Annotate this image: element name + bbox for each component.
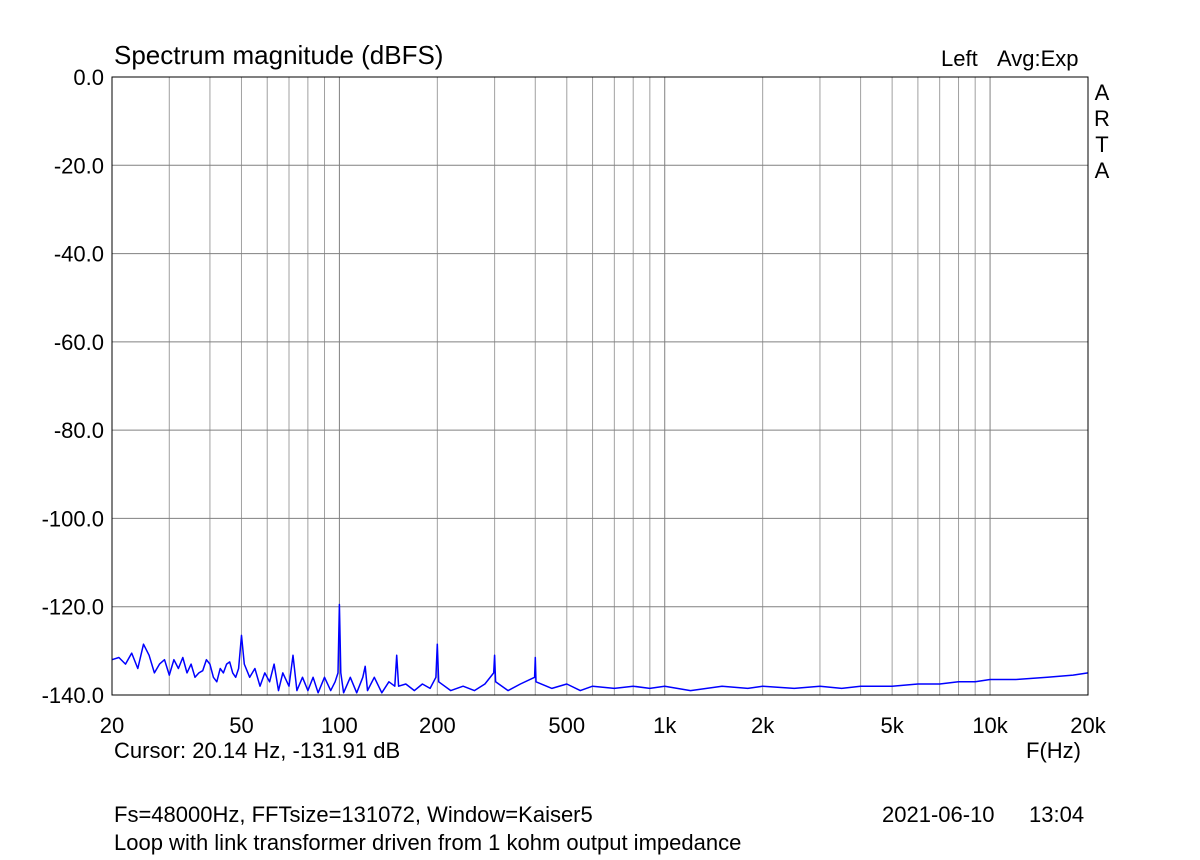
x-axis-label: F(Hz) xyxy=(1026,738,1081,763)
y-tick-label: -100.0 xyxy=(42,506,104,531)
measurement-date: 2021-06-10 xyxy=(882,802,995,827)
tick-labels: 20 50 100 200 500 1k 2k 5k 10k 20k 0.0 -20.0 -40.0 -6… xyxy=(42,65,1107,738)
x-tick-label: 10k xyxy=(972,713,1008,738)
spectrum-trace-line xyxy=(111,603,1089,694)
arta-letter: T xyxy=(1095,132,1109,157)
x-tick-label: 200 xyxy=(419,713,456,738)
x-tick-label: 5k xyxy=(881,713,905,738)
arta-letter: A xyxy=(1094,80,1110,105)
arta-letter: A xyxy=(1094,158,1110,183)
measurement-time: 13:04 xyxy=(1029,802,1085,827)
y-tick-label: -60.0 xyxy=(54,330,104,355)
y-tick-label: -20.0 xyxy=(54,153,104,178)
averaging-label: Avg:Exp xyxy=(997,46,1079,71)
y-tick-label: -140.0 xyxy=(42,683,104,708)
plot-grid xyxy=(112,77,1088,695)
x-tick-label: 500 xyxy=(548,713,585,738)
y-tick-label: -120.0 xyxy=(42,595,104,620)
cursor-readout: Cursor: 20.14 Hz, -131.91 dB xyxy=(114,738,401,763)
plot-frame xyxy=(111,76,1089,696)
y-tick-label: -80.0 xyxy=(54,418,104,443)
chart-title: Spectrum magnitude (dBFS) xyxy=(114,40,444,70)
x-tick-label: 20 xyxy=(100,713,124,738)
x-tick-label: 20k xyxy=(1070,713,1106,738)
measurement-description: Loop with link transformer driven from 1… xyxy=(114,830,742,855)
trace-layer xyxy=(111,603,1089,694)
measurement-params: Fs=48000Hz, FFTsize=131072, Window=Kaise… xyxy=(114,802,593,827)
y-tick-label: -40.0 xyxy=(54,242,104,267)
x-tick-label: 50 xyxy=(229,713,253,738)
arta-brand: A R T A xyxy=(1092,80,1112,184)
x-tick-label: 1k xyxy=(653,713,677,738)
y-tick-label: 0.0 xyxy=(73,65,104,90)
x-tick-label: 100 xyxy=(321,713,358,738)
arta-letter: R xyxy=(1094,106,1110,131)
x-tick-label: 2k xyxy=(751,713,775,738)
channel-label: Left xyxy=(941,46,978,71)
